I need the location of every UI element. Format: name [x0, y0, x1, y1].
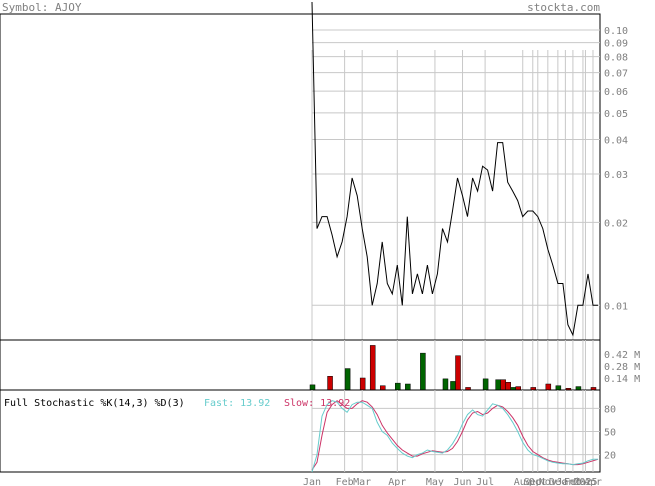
price-tick-label: 0.08: [604, 53, 628, 64]
stochastic-title-text: Full Stochastic %K(14,3) %D(3): [4, 398, 185, 409]
price-horizontal-gridlines: [312, 29, 600, 306]
x-axis-label: Apr: [584, 477, 602, 486]
volume-tick-label: 0.28 M: [604, 362, 640, 373]
volume-bar: [327, 376, 333, 391]
volume-bar: [359, 377, 366, 391]
x-axis-label: Oct: [529, 477, 547, 486]
volume-vertical-gridlines: [311, 340, 594, 390]
price-tick-label: 0.05: [604, 109, 628, 120]
x-axis-label: 2025: [573, 477, 597, 486]
volume-bar: [495, 379, 501, 391]
symbol-label: Symbol: AJOY: [2, 1, 81, 14]
stochastic-horizontal-gridlines: [312, 407, 600, 456]
volume-tick-label: 0.42 M: [604, 350, 640, 361]
volume-bar: [395, 382, 401, 391]
x-axis-label: Jan: [303, 477, 321, 486]
x-axis-label: Jul: [476, 477, 494, 486]
x-axis-label: Apr: [388, 477, 406, 486]
volume-bar: [442, 378, 449, 391]
price-tick-label: 0.01: [604, 301, 628, 312]
site-label: stockta.com: [527, 1, 600, 14]
volume-tick-label: 0.14 M: [604, 374, 640, 385]
volume-bar: [505, 382, 511, 391]
price-tick-label: 0.10: [604, 26, 628, 37]
symbol-prefix: Symbol:: [2, 1, 49, 14]
price-tick-label: 0.04: [604, 136, 628, 147]
stochastic-tick-label: 50: [604, 428, 616, 439]
price-vertical-gridlines: [311, 50, 594, 340]
x-axis-label: Dec: [549, 477, 567, 486]
stochastic-slow-readout: Slow: 13.92: [284, 398, 350, 409]
volume-bar: [455, 355, 461, 391]
stochastic-slow-label: Slow:: [284, 398, 314, 409]
stochastic-title: Full Stochastic %K(14,3) %D(3): [4, 398, 185, 409]
x-axis-label: Feb: [336, 477, 354, 486]
x-axis-label: Aug: [514, 477, 532, 486]
x-axis-label: Nov: [539, 477, 557, 486]
stochastic-slow-value: 13.92: [320, 398, 350, 409]
volume-bar: [379, 385, 386, 391]
price-tick-label: 0.09: [604, 39, 628, 50]
price-tick-label: 0.02: [604, 218, 628, 229]
volume-bar: [555, 385, 562, 391]
price-line: [311, 1, 598, 337]
symbol-value: AJOY: [54, 1, 82, 14]
volume-bar: [575, 386, 582, 391]
volume-bar: [482, 378, 489, 391]
volume-bar: [515, 386, 521, 391]
volume-bar: [545, 383, 552, 391]
volume-bar: [309, 384, 316, 391]
price-panel: 0.10 0.09 0.08 0.07 0.06 0.05 0.04 0.03 0.02 0.01: [0, 1, 628, 341]
x-axis-label: Jun: [453, 477, 471, 486]
volume-panel: 0.42 M0.28 M0.14 M: [0, 339, 640, 391]
x-axis-label: Mar: [353, 477, 371, 486]
stochastic-fast-line: [311, 400, 599, 473]
volume-bar: [500, 379, 506, 391]
x-axis-labels: Jan Feb Mar Apr May Jun Jul AugSepOctNovDecJanF…: [303, 477, 602, 486]
volume-bar: [450, 381, 456, 391]
x-axis-label: Feb: [564, 477, 582, 486]
price-axis-ticks: 0.10 0.09 0.08 0.07 0.06 0.05 0.04 0.03 0.02 0.01: [604, 26, 628, 312]
stochastic-tick-label: 20: [604, 451, 616, 462]
stochastic-tick-label: 80: [604, 404, 616, 415]
stochastic-fast-value: 13.92: [240, 398, 270, 409]
price-tick-label: 0.06: [604, 87, 628, 98]
x-axis-label: Jan: [556, 477, 574, 486]
stochastic-panel: 80 50 20 Full Stochastic %K(14,3) %D(3) Fa…: [0, 389, 616, 473]
volume-bar: [344, 368, 351, 391]
x-axis-label: Mar: [574, 477, 592, 486]
volume-axis-ticks: 0.42 M0.28 M0.14 M: [604, 350, 640, 385]
x-axis-label: Sep: [524, 477, 542, 486]
price-tick-label: 0.07: [604, 69, 628, 80]
volume-bar: [405, 383, 411, 391]
stochastic-fast-label: Fast:: [204, 398, 234, 409]
stochastic-axis-ticks: 80 50 20: [604, 404, 616, 461]
x-axis-label: May: [426, 477, 444, 486]
volume-bars: [309, 345, 597, 391]
price-tick-label: 0.03: [604, 170, 628, 181]
volume-bar: [369, 345, 376, 391]
price-panel-frame: [0, 13, 601, 341]
volume-bar: [420, 352, 426, 391]
stochastic-fast-readout: Fast: 13.92: [204, 398, 270, 409]
